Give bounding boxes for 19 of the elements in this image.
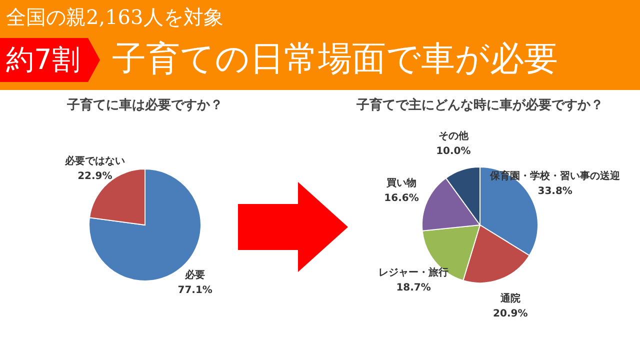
chart-title: 子育てに車は必要ですか？ <box>66 97 223 113</box>
data-label: 22.9% <box>78 170 112 182</box>
chart-title: 子育てで主にどんな時に車が必要ですか？ <box>356 97 604 113</box>
slice-label: 必要ではない <box>64 154 125 167</box>
slice-label: 必要 <box>184 269 206 282</box>
data-label: 20.9% <box>493 308 528 320</box>
slice-label: 買い物 <box>386 176 417 189</box>
slice-label: 通院 <box>499 292 520 304</box>
data-label: 18.7% <box>396 282 431 294</box>
text: 子育ての日常場面で車が必要 <box>112 38 558 81</box>
data-label: 16.6% <box>384 192 419 204</box>
text: 約7割 <box>0 38 100 82</box>
text: 全国の親2,163人を対象 <box>6 4 224 31</box>
data-label: 10.0% <box>436 146 471 158</box>
slice-label: レジャー・旅行 <box>378 266 449 279</box>
data-label: 77.1% <box>178 285 212 296</box>
data-label: 33.8% <box>538 186 572 198</box>
slice-label: 保育園・学校・習い事の送迎 <box>489 170 622 182</box>
slice-label: その他 <box>438 130 470 142</box>
